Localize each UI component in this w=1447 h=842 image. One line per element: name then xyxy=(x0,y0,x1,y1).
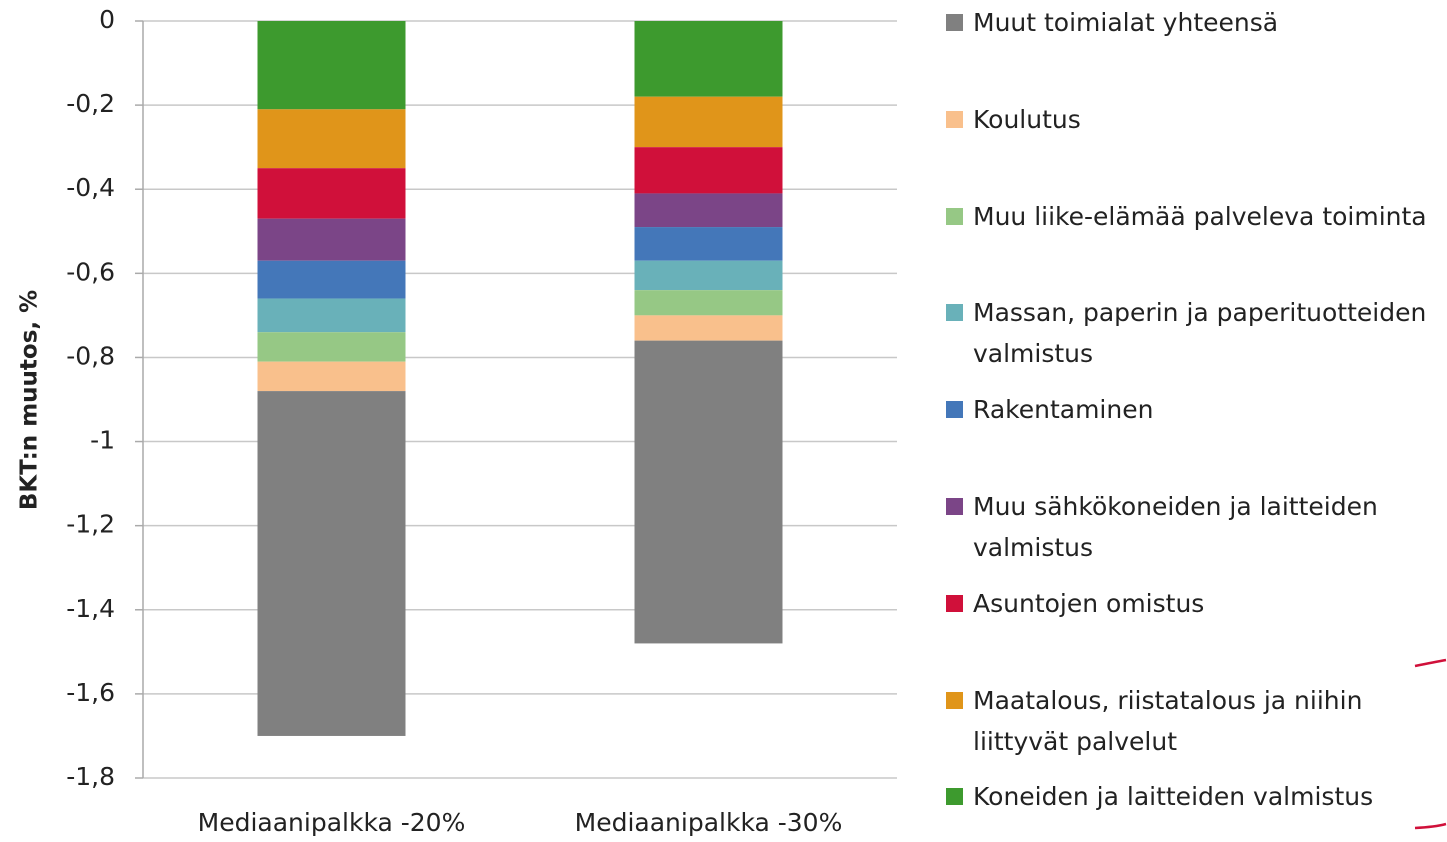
legend-swatch xyxy=(946,788,963,806)
bar-segment xyxy=(634,290,783,316)
legend-swatch xyxy=(946,401,963,419)
bar-segment xyxy=(257,260,406,299)
legend-swatch xyxy=(946,691,963,709)
legend-item: Maatalous, riistatalous ja niihin liitty… xyxy=(946,680,1441,762)
y-tick-label: -1 xyxy=(90,426,115,455)
y-tick-label: -1,4 xyxy=(66,594,115,623)
bar-segment xyxy=(634,193,783,228)
y-tick-label: -1,6 xyxy=(66,678,115,707)
bar-segment xyxy=(257,109,406,169)
legend-label: Massan, paperin ja paperituotteiden valm… xyxy=(973,298,1427,369)
legend-label: Koneiden ja laitteiden valmistus xyxy=(973,782,1374,812)
y-axis-label: BKT:n muutos, % xyxy=(17,290,43,510)
bar-segment xyxy=(257,298,406,333)
bar-segment xyxy=(257,332,406,362)
y-tick-label: -1,8 xyxy=(66,762,115,791)
legend-swatch xyxy=(946,498,963,515)
x-tick-label: Mediaanipalkka -20% xyxy=(198,808,466,837)
legend-label: Muu liike-elämää palveleva toiminta xyxy=(973,201,1427,231)
bar-segment xyxy=(634,340,783,644)
y-tick-label: 0 xyxy=(99,5,115,34)
bar-segment xyxy=(257,21,406,110)
legend-item: Muu liike-elämää palveleva toiminta xyxy=(946,196,1441,237)
bar-segment xyxy=(634,260,783,291)
legend-swatch xyxy=(946,594,963,612)
legend-item: Massan, paperin ja paperituotteiden valm… xyxy=(946,292,1441,374)
bar-segment xyxy=(257,361,406,392)
y-tick-label: -0,4 xyxy=(66,173,115,202)
legend-item: Asuntojen omistus xyxy=(946,583,1441,624)
bar-segment xyxy=(634,21,783,97)
bar-segment xyxy=(634,315,783,341)
legend-item: Rakentaminen xyxy=(946,389,1441,430)
y-tick-label: -0,8 xyxy=(66,341,115,370)
legend-item: Koulutus xyxy=(946,99,1441,140)
y-tick-label: -0,2 xyxy=(66,89,115,118)
bar-segment xyxy=(257,391,406,736)
bar-segment xyxy=(634,147,783,194)
legend-swatch xyxy=(946,304,963,322)
bar-segment xyxy=(257,218,406,261)
legend-item: Muu sähkökoneiden ja laitteiden valmistu… xyxy=(946,486,1441,568)
legend-label: Rakentaminen xyxy=(973,395,1154,425)
legend-swatch xyxy=(946,14,963,31)
legend-label: Koulutus xyxy=(973,104,1081,134)
legend-label: Asuntojen omistus xyxy=(973,588,1205,618)
legend-item: Muut toimialat yhteensä xyxy=(946,2,1441,43)
legend-item: Koneiden ja laitteiden valmistus xyxy=(946,776,1441,817)
x-tick-label: Mediaanipalkka -30% xyxy=(575,808,843,837)
legend-label: Muu sähkökoneiden ja laitteiden valmistu… xyxy=(973,492,1378,562)
y-tick-label: -1,2 xyxy=(66,510,115,539)
legend-swatch xyxy=(946,110,963,128)
bar-segment xyxy=(634,96,783,148)
annotation-mark xyxy=(1414,658,1447,668)
legend-label: Maatalous, riistatalous ja niihin liitty… xyxy=(973,685,1363,756)
y-tick-label: -0,6 xyxy=(66,257,115,286)
annotation-mark xyxy=(1414,822,1447,830)
bar-segment xyxy=(634,227,783,261)
legend-swatch xyxy=(946,207,963,225)
bar-segment xyxy=(257,168,406,219)
legend-label: Muut toimialat yhteensä xyxy=(973,8,1279,37)
